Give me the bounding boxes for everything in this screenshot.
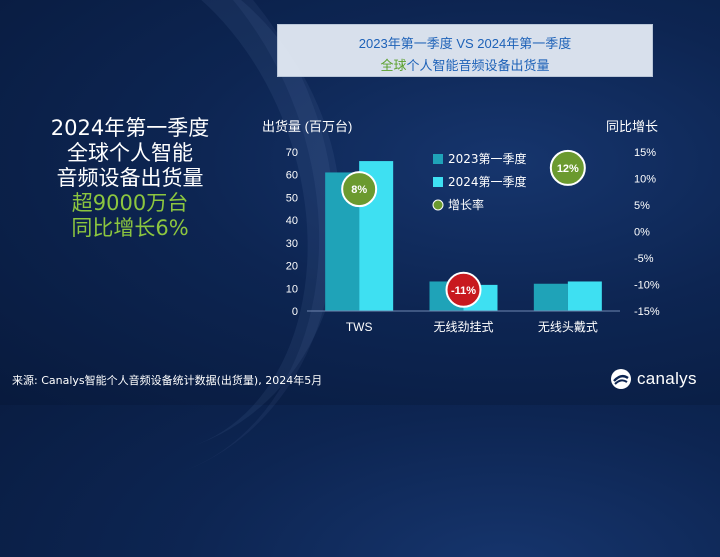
legend-label-growth: 增长率	[448, 197, 484, 212]
x-tick-label: 无线头戴式	[538, 319, 598, 334]
y-tick-right: 5%	[634, 200, 650, 212]
headline-line-5: 同比增长6%	[71, 216, 189, 240]
canalys-logo-icon	[611, 369, 631, 389]
legend-swatch-2023	[433, 154, 443, 164]
y-tick-left: 20	[286, 261, 298, 273]
y-tick-right: 0%	[634, 227, 650, 239]
chart-title: 2023年第一季度 VS 2024年第一季度	[358, 36, 572, 51]
y-tick-right: 15%	[634, 147, 656, 159]
y-tick-right: -10%	[634, 280, 660, 292]
headline-line-3: 音频设备出货量	[56, 166, 204, 190]
y-axis-right-title: 同比增长	[606, 119, 658, 134]
y-tick-right: 10%	[634, 174, 656, 186]
y-tick-left: 30	[286, 238, 298, 250]
chart-title-box: 2023年第一季度 VS 2024年第一季度 全球个人智能音频设备出货量	[277, 24, 653, 77]
y-tick-left: 60	[286, 170, 298, 182]
y-tick-left: 10	[286, 283, 298, 295]
growth-label: 8%	[351, 184, 367, 196]
growth-bubble	[341, 171, 378, 208]
y-tick-left: 70	[286, 147, 298, 159]
chart-subtitle-rest: 个人智能音频设备出货量	[406, 59, 550, 74]
y-tick-left: 40	[286, 215, 298, 227]
chart-subtitle-highlight: 全球	[380, 59, 407, 74]
y-axis-left-title: 出货量 (百万台)	[262, 119, 352, 134]
chart-subtitle: 全球个人智能音频设备出货量	[278, 55, 652, 74]
bar-2024	[567, 281, 602, 311]
legend-swatch-growth	[432, 199, 444, 211]
growth-label: -11%	[451, 285, 476, 297]
logo-text: canalys	[637, 369, 697, 388]
legend-label-2024: 2024第一季度	[448, 174, 527, 189]
y-tick-right: -5%	[634, 253, 654, 265]
bar-chart: 出货量 (百万台) 同比增长 0 10 20 30 40 50 60 70 -15% -10% -5% 0…	[262, 119, 660, 334]
headline-line-2: 全球个人智能	[67, 141, 193, 165]
headline-panel: 2024年第一季度 全球个人智能 音频设备出货量 超9000万台 同比增长6%	[20, 116, 240, 241]
source-note: 来源: Canalys智能个人音频设备统计数据(出货量), 2024年5月	[12, 374, 323, 387]
canalys-logo: canalys	[610, 366, 697, 392]
legend-swatch-2024	[433, 177, 443, 187]
growth-label: 12%	[557, 163, 579, 175]
headline-line-1: 2024年第一季度	[50, 116, 210, 140]
legend-label-2023: 2023第一季度	[448, 151, 527, 166]
y-tick-left: 50	[286, 192, 298, 204]
x-tick-label: TWS	[346, 320, 373, 334]
bar-2023	[533, 283, 568, 311]
headline-line-4: 超9000万台	[71, 191, 189, 215]
y-tick-left: 0	[292, 306, 298, 318]
growth-bubble	[445, 271, 482, 308]
y-tick-right: -15%	[634, 306, 660, 318]
x-tick-label: 无线劲挂式	[433, 320, 493, 334]
growth-bubble	[549, 149, 586, 186]
